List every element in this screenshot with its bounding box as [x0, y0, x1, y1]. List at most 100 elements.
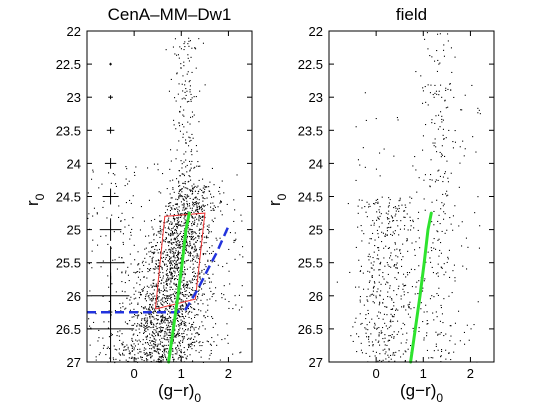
- star-point: [185, 166, 187, 168]
- star-point: [173, 218, 175, 220]
- star-point: [178, 192, 180, 194]
- star-point: [215, 300, 217, 302]
- star-point: [95, 313, 97, 315]
- star-point: [212, 202, 214, 204]
- star-point: [184, 294, 186, 296]
- star-point: [178, 332, 180, 334]
- star-point: [180, 308, 182, 310]
- star-point: [177, 235, 179, 237]
- star-point: [185, 245, 187, 247]
- star-point: [373, 326, 375, 328]
- y-tick-label: 25.5: [298, 256, 323, 271]
- star-point: [435, 146, 437, 148]
- star-point: [171, 243, 173, 245]
- star-point: [387, 282, 389, 284]
- star-point: [406, 240, 408, 242]
- star-point: [96, 213, 98, 215]
- star-point: [190, 93, 192, 95]
- star-point: [389, 285, 391, 287]
- star-point: [169, 298, 171, 300]
- star-point: [402, 353, 404, 355]
- star-point: [387, 226, 389, 228]
- star-point: [151, 355, 153, 357]
- star-point: [151, 334, 153, 336]
- star-point: [178, 315, 180, 317]
- star-point: [107, 243, 109, 245]
- star-point: [208, 358, 210, 360]
- star-point: [119, 359, 121, 361]
- star-point: [195, 326, 197, 328]
- star-point: [198, 165, 200, 167]
- star-point: [156, 242, 158, 244]
- star-point: [177, 240, 179, 242]
- star-point: [174, 295, 176, 297]
- star-point: [144, 307, 146, 309]
- star-point: [192, 137, 194, 139]
- star-point: [129, 199, 131, 201]
- star-point: [186, 237, 188, 239]
- star-point: [137, 315, 139, 317]
- star-point: [368, 259, 370, 261]
- star-point: [162, 173, 164, 175]
- star-point: [175, 241, 177, 243]
- star-point: [206, 228, 208, 230]
- star-point: [172, 340, 174, 342]
- star-point: [91, 178, 93, 180]
- star-point: [190, 189, 192, 191]
- star-point: [445, 87, 447, 89]
- star-point: [208, 277, 210, 279]
- star-point: [156, 346, 158, 348]
- star-point: [178, 349, 180, 351]
- star-point: [193, 167, 195, 169]
- star-point: [160, 220, 162, 222]
- star-point: [197, 254, 199, 256]
- star-point: [452, 147, 454, 149]
- star-point: [170, 263, 172, 265]
- star-point: [387, 218, 389, 220]
- star-point: [423, 337, 425, 339]
- star-point: [165, 348, 167, 350]
- star-point: [150, 321, 152, 323]
- y-tick-label: 26.5: [56, 322, 81, 337]
- star-point: [393, 314, 395, 316]
- star-point: [427, 48, 429, 50]
- star-point: [150, 354, 152, 356]
- star-point: [155, 318, 157, 320]
- star-point: [192, 239, 194, 241]
- star-point: [170, 249, 172, 251]
- star-point: [371, 341, 373, 343]
- star-point: [119, 339, 121, 341]
- star-point: [173, 307, 175, 309]
- star-point: [143, 332, 145, 334]
- star-point: [182, 336, 184, 338]
- star-point: [175, 203, 177, 205]
- star-point: [161, 267, 163, 269]
- star-point: [156, 301, 158, 303]
- star-point: [150, 352, 152, 354]
- star-point: [115, 291, 117, 293]
- star-point: [199, 217, 201, 219]
- star-point: [147, 268, 149, 270]
- star-point: [118, 216, 120, 218]
- star-point: [386, 344, 388, 346]
- star-point: [452, 270, 454, 272]
- star-point: [379, 312, 381, 314]
- star-point: [205, 236, 207, 238]
- star-point: [192, 308, 194, 310]
- star-point: [167, 313, 169, 315]
- star-point: [151, 286, 153, 288]
- star-point: [363, 288, 365, 290]
- star-point: [189, 176, 191, 178]
- star-point: [196, 340, 198, 342]
- star-point: [201, 209, 203, 211]
- star-point: [183, 217, 185, 219]
- star-point: [387, 354, 389, 356]
- star-point: [123, 349, 125, 351]
- star-point: [195, 209, 197, 211]
- star-point: [377, 233, 379, 235]
- star-point: [178, 262, 180, 264]
- star-point: [184, 274, 186, 276]
- star-point: [150, 268, 152, 270]
- star-point: [190, 229, 192, 231]
- star-point: [378, 247, 380, 249]
